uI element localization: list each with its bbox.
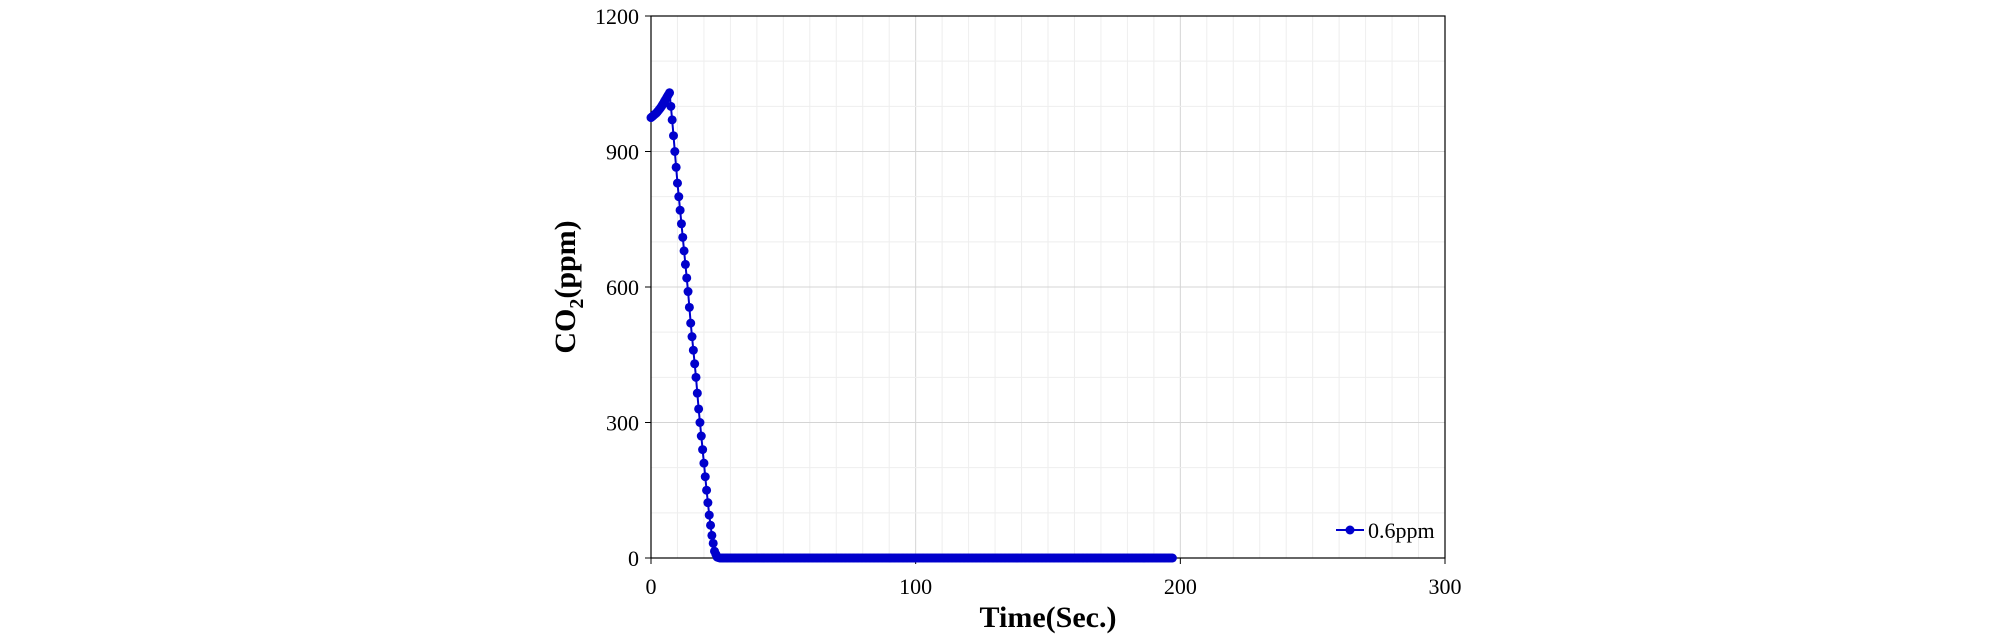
y-axis-title: CO2(ppm) (549, 220, 588, 353)
data-point (700, 472, 710, 482)
data-point (702, 485, 712, 495)
data-point (698, 445, 708, 455)
legend: 0.6ppm (1336, 518, 1435, 543)
data-point (683, 287, 693, 297)
y-tick-label: 300 (606, 411, 639, 436)
data-point (699, 458, 709, 468)
data-point (672, 178, 682, 188)
data-point (1167, 553, 1177, 563)
x-axis-ticks: 0 100 200 300 (646, 558, 1462, 599)
data-point (694, 404, 704, 414)
data-point (688, 345, 698, 355)
y-axis-title-subscript: 2 (566, 299, 588, 309)
y-axis-ticks: 0 300 600 900 1200 (595, 4, 651, 571)
x-tick-label: 200 (1164, 574, 1197, 599)
y-axis-title-main: CO (549, 309, 582, 354)
series-layer (646, 88, 1177, 563)
data-point (679, 246, 689, 256)
data-point (675, 205, 685, 215)
data-point (684, 302, 694, 312)
data-point (707, 530, 717, 540)
grid-lines (651, 16, 1445, 558)
series-line (650, 89, 1173, 559)
data-point (696, 431, 706, 441)
legend-label: 0.6ppm (1368, 518, 1435, 543)
data-point (667, 115, 677, 125)
x-axis-title: Time(Sec.) (980, 601, 1117, 634)
data-point (665, 88, 675, 98)
data-point (682, 273, 692, 283)
data-point (669, 131, 678, 141)
data-point (695, 418, 705, 427)
x-tick-label: 0 (646, 574, 657, 599)
y-tick-label: 600 (606, 275, 639, 300)
data-point (691, 372, 701, 382)
x-tick-label: 100 (899, 574, 932, 599)
data-point (678, 232, 688, 242)
data-point (704, 510, 714, 520)
data-point (671, 162, 681, 172)
data-point (706, 520, 716, 530)
data-point (674, 192, 684, 202)
data-point (670, 147, 680, 156)
y-tick-label: 1200 (595, 4, 639, 29)
y-tick-label: 900 (606, 140, 639, 165)
data-point (692, 388, 702, 398)
legend-marker (1345, 525, 1355, 535)
data-point (680, 259, 690, 269)
data-point (676, 219, 686, 229)
data-point (703, 498, 713, 508)
data-point (686, 318, 696, 328)
x-tick-label: 300 (1429, 574, 1462, 599)
data-point (708, 538, 718, 548)
data-point (687, 332, 697, 342)
y-axis-title-unit: (ppm) (549, 220, 582, 298)
data-point (690, 359, 700, 369)
data-point (666, 101, 676, 111)
y-tick-label: 0 (628, 546, 639, 571)
